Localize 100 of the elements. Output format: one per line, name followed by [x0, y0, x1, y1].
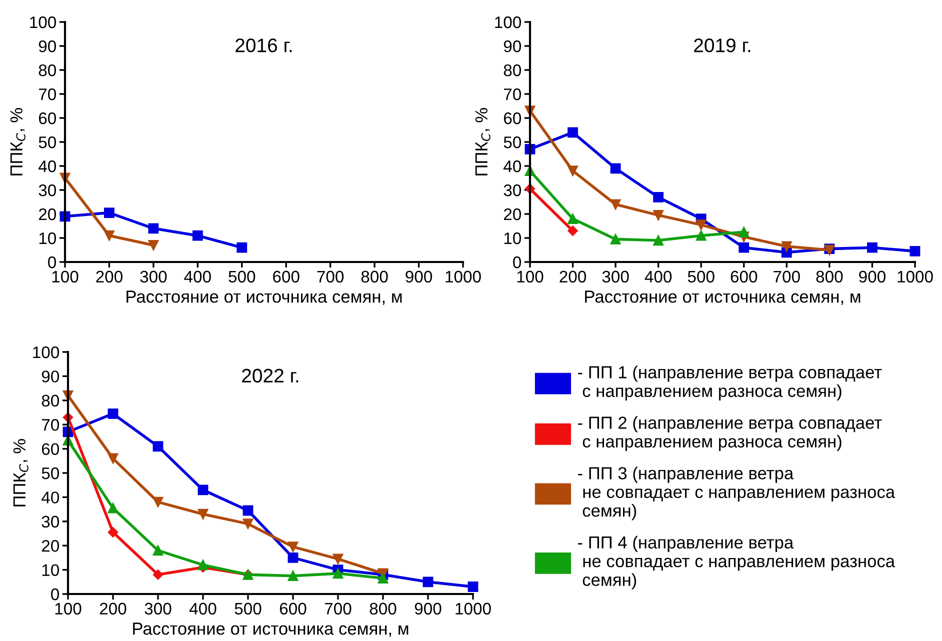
- point: [867, 242, 878, 253]
- y-tick-label: 20: [504, 208, 522, 220]
- y-tick-label: 40: [504, 160, 522, 172]
- x-tick-label: 500: [228, 270, 256, 283]
- point: [332, 568, 344, 579]
- x-tick-label: 900: [414, 602, 442, 615]
- y-tick-label: 10: [504, 232, 522, 244]
- x-axis-title: Расстояние от источника семян, м: [126, 290, 402, 305]
- y-tick-label: 30: [504, 184, 522, 196]
- x-tick-label: 700: [774, 270, 800, 283]
- x-tick-label: 200: [100, 602, 126, 615]
- point: [738, 226, 750, 238]
- point: [108, 527, 118, 538]
- point: [568, 166, 578, 176]
- point: [148, 223, 159, 234]
- point: [192, 230, 203, 241]
- y-tick-label: 80: [42, 394, 60, 407]
- y-tick-label: 70: [42, 419, 60, 431]
- y-tick-label: 0: [51, 588, 60, 600]
- y-tick-label: 20: [38, 208, 56, 220]
- point: [288, 542, 298, 552]
- point: [610, 163, 621, 174]
- text: 2016 г.: [236, 38, 292, 52]
- x-tick-label: 800: [816, 270, 843, 283]
- x-tick-label: 800: [361, 270, 388, 283]
- point: [653, 192, 664, 202]
- x-tick-label: 1000: [456, 602, 491, 615]
- x-tick-label: 800: [370, 602, 396, 615]
- x-tick-label: 600: [280, 602, 306, 615]
- x-tick-label: 300: [144, 602, 172, 615]
- point: [198, 508, 208, 520]
- y-tick-label: 0: [513, 256, 522, 268]
- y-tick-label: 30: [42, 516, 60, 528]
- y-tick-label: 70: [504, 88, 522, 100]
- point: [288, 570, 298, 582]
- point: [152, 441, 164, 452]
- x-axis-title: Расстояние от источника семян, м: [133, 622, 408, 637]
- x-tick-label: 1000: [446, 270, 481, 283]
- point: [468, 582, 478, 592]
- y-tick-label: 80: [504, 64, 522, 76]
- y-tick-label: 50: [42, 467, 60, 480]
- point: [242, 505, 254, 516]
- x-tick-label: 200: [96, 270, 122, 283]
- x-tick-label: 500: [234, 602, 262, 615]
- x-tick-label: 400: [644, 270, 672, 283]
- y-tick-label: 10: [42, 564, 60, 576]
- point: [288, 552, 298, 563]
- y-tick-label: 10: [39, 232, 56, 244]
- x-tick-label: 600: [273, 270, 300, 283]
- y-tick-label: 40: [38, 160, 56, 172]
- point: [108, 408, 118, 419]
- x-tick-label: 200: [560, 270, 586, 283]
- y-axis-title: ППК$_{С}$, %: [475, 108, 490, 176]
- y-tick-label: 90: [42, 370, 60, 382]
- point: [696, 230, 706, 241]
- point: [198, 560, 208, 570]
- legend-label: - ПП 2 (направление ветра совпадает с направлением разноса семян): [578, 416, 882, 452]
- point: [104, 208, 114, 218]
- x-tick-label: 700: [317, 270, 344, 283]
- y-tick-label: 90: [504, 40, 522, 52]
- x-tick-label: 900: [406, 270, 432, 283]
- x-tick-label: 100: [517, 270, 544, 283]
- point: [236, 242, 248, 253]
- legend-label: - ПП 3 (направление ветра не совпадает с направлением разноса семян): [578, 466, 896, 520]
- point: [378, 573, 388, 584]
- legend-label: - ПП 4 (направление ветра не совпадает с направлением разноса семян): [578, 536, 896, 590]
- point: [108, 453, 118, 464]
- point: [610, 199, 621, 210]
- x-tick-label: 700: [324, 602, 352, 615]
- y-tick-label: 60: [42, 443, 60, 456]
- point: [610, 234, 621, 244]
- y-tick-label: 70: [38, 88, 56, 100]
- y-tick-label: 20: [42, 540, 60, 552]
- x-tick-label: 400: [184, 270, 211, 283]
- point: [152, 570, 164, 580]
- x-tick-label: 300: [140, 270, 167, 283]
- point: [242, 518, 254, 530]
- y-tick-label: 50: [504, 136, 522, 148]
- x-tick-label: 1000: [898, 270, 933, 283]
- point: [568, 127, 578, 138]
- y-tick-label: 60: [504, 112, 522, 124]
- text: 2022 г.: [242, 368, 298, 383]
- legend-label: - ПП 1 (направление ветра совпадает с направлением разноса семян): [578, 366, 882, 401]
- point: [696, 220, 706, 230]
- x-tick-label: 500: [688, 270, 714, 283]
- point: [148, 240, 159, 250]
- x-tick-label: 600: [730, 270, 758, 283]
- y-tick-label: 40: [42, 492, 60, 504]
- y-tick-label: 0: [48, 256, 56, 268]
- point: [738, 242, 750, 253]
- y-tick-label: 50: [38, 136, 56, 148]
- point: [332, 554, 344, 564]
- point: [568, 214, 578, 224]
- point: [108, 502, 118, 514]
- y-tick-label: 100: [30, 16, 56, 28]
- point: [781, 241, 792, 252]
- point: [910, 246, 920, 256]
- y-tick-label: 100: [495, 16, 522, 28]
- x-tick-label: 300: [602, 270, 629, 283]
- x-tick-label: 400: [189, 602, 216, 615]
